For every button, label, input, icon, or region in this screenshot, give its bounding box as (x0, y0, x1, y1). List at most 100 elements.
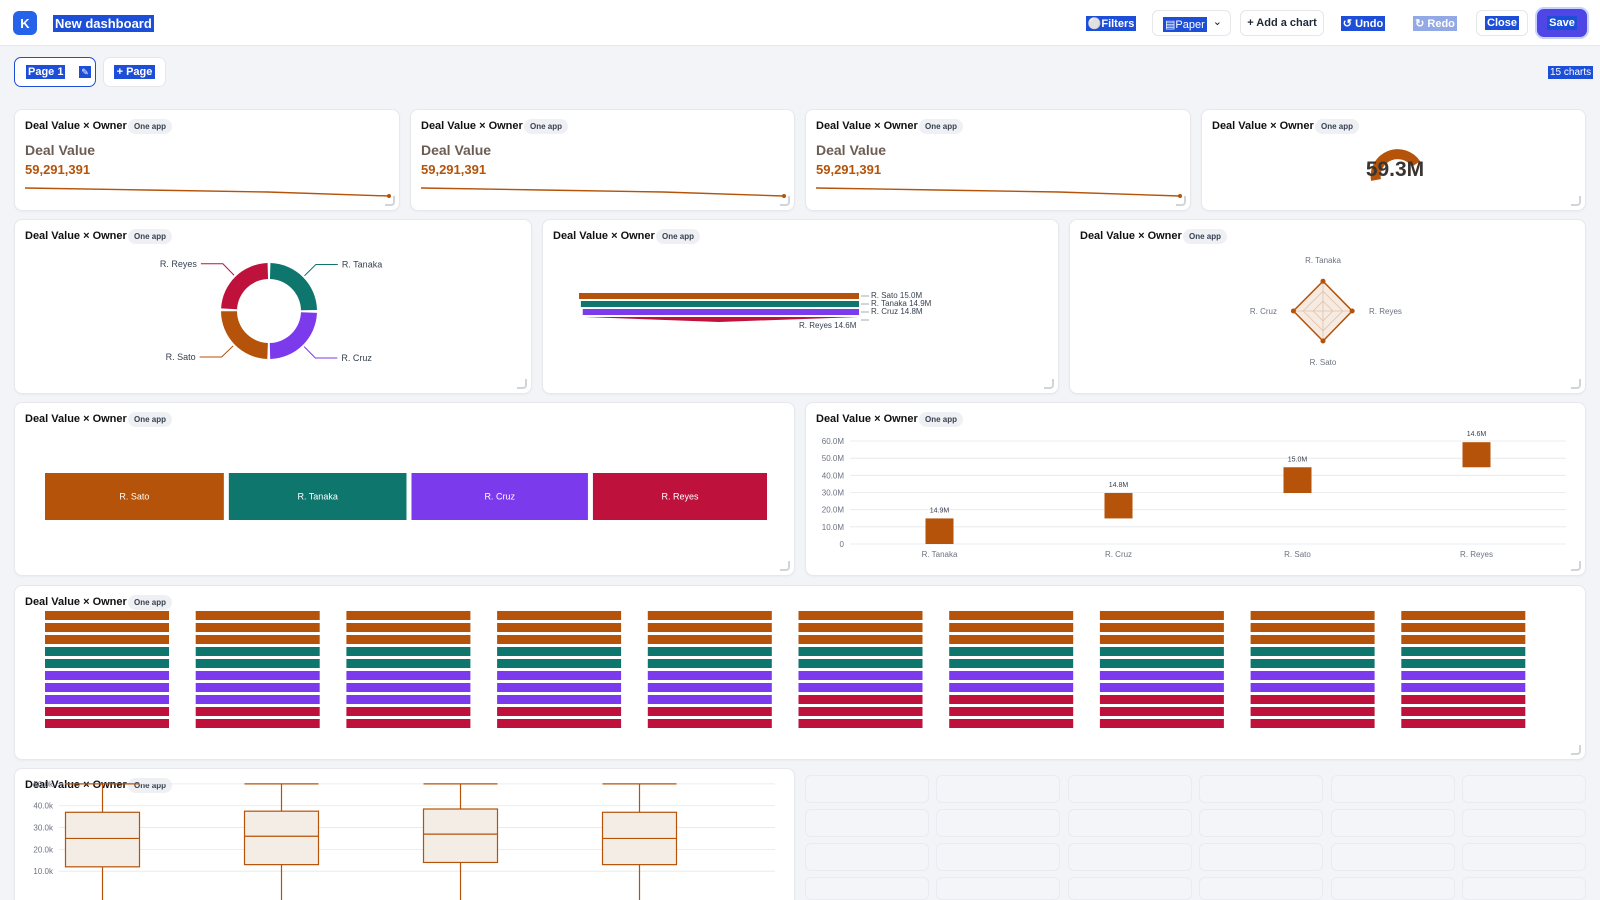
redo-button[interactable]: ↻ Redo (1410, 10, 1460, 36)
stacked-bar-segment (497, 707, 622, 716)
stacked-bar-segment (346, 635, 471, 644)
stacked-bar-segment (949, 623, 1074, 632)
resize-handle[interactable] (1571, 379, 1581, 389)
empty-grid-slot[interactable] (805, 843, 929, 871)
resize-handle[interactable] (517, 379, 527, 389)
close-button[interactable]: Close (1476, 10, 1528, 36)
resize-handle[interactable] (385, 196, 395, 206)
chart-card-radar[interactable]: Deal Value × Owner One app R. Tanaka R. R… (1069, 219, 1586, 394)
chart-title: Deal Value × Owner (816, 413, 918, 425)
stacked-bar-chart (45, 611, 1526, 728)
add-page-button[interactable]: + Page (103, 57, 166, 87)
source-badge: One app (656, 229, 701, 244)
stacked-bar-segment (1099, 683, 1224, 692)
empty-grid-slot[interactable] (1199, 775, 1323, 803)
empty-grid-slot[interactable] (1331, 877, 1455, 900)
stacked-bar-segment (195, 707, 320, 716)
stacked-bar-segment (798, 611, 923, 620)
empty-grid-slot[interactable] (1199, 843, 1323, 871)
chart-card-waterfall[interactable]: Deal Value × Owner One app 0 10.0M 20.0M 30… (805, 402, 1586, 576)
resize-handle[interactable] (1571, 196, 1581, 206)
box-iqr (422, 808, 499, 864)
chart-card-kpi-3[interactable]: Deal Value × Owner One app Deal Value 59… (805, 109, 1191, 211)
stacked-bar-segment (1250, 707, 1375, 716)
empty-grid-slot[interactable] (1462, 877, 1586, 900)
stacked-bar-segment (195, 695, 320, 704)
empty-grid-slot[interactable] (1199, 809, 1323, 837)
stacked-bar-segment (798, 695, 923, 704)
empty-grid-slot[interactable] (1068, 809, 1192, 837)
stacked-bar-segment (1099, 611, 1224, 620)
empty-grid-slot[interactable] (1331, 775, 1455, 803)
empty-grid-slot[interactable] (1068, 877, 1192, 900)
add-chart-button[interactable]: + Add a chart (1240, 10, 1324, 36)
stacked-bar-segment (346, 659, 471, 668)
empty-grid-slot[interactable] (1331, 809, 1455, 837)
add-chart-label: + Add a chart (1247, 17, 1317, 29)
stacked-bar-segment (647, 635, 772, 644)
stacked-bar-segment (1401, 683, 1526, 692)
kpi-label: Deal Value (421, 142, 492, 158)
empty-grid-slot[interactable] (1068, 775, 1192, 803)
chart-card-kpi-1[interactable]: Deal Value × Owner One app Deal Value 59… (14, 109, 400, 211)
save-button[interactable]: Save (1537, 9, 1587, 37)
stacked-bar-segment (1401, 719, 1526, 728)
stacked-bar-segment (949, 683, 1074, 692)
palette-icon: ▤ (1165, 19, 1176, 31)
empty-grid-slot[interactable] (1462, 809, 1586, 837)
resize-handle[interactable] (1571, 745, 1581, 755)
resize-handle[interactable] (1571, 561, 1581, 571)
chart-card-treemap[interactable]: Deal Value × Owner One app R. Sato R. Tan… (14, 402, 795, 576)
stacked-bar-segment (497, 683, 622, 692)
empty-grid-slot[interactable] (1462, 775, 1586, 803)
empty-grid-slot[interactable] (936, 843, 1060, 871)
gauge-chart: 59.3M (1366, 149, 1424, 181)
empty-grid-slot[interactable] (936, 877, 1060, 900)
sparkline-chart (815, 187, 1182, 198)
kpi-value: 59,291,391 (816, 162, 882, 177)
stacked-bar-segment (1250, 611, 1375, 620)
redo-label: Redo (1427, 17, 1455, 30)
stacked-bar-segment (346, 623, 471, 632)
dashboard-title[interactable]: New dashboard (53, 15, 154, 32)
empty-grid-slot[interactable] (1331, 843, 1455, 871)
stacked-bar-segment (346, 611, 471, 620)
tab-page-1[interactable]: Page 1 ✎ (14, 57, 96, 87)
box-y-tick: 10.0k (33, 867, 54, 876)
theme-select[interactable]: ▤Paper ⌄ (1152, 10, 1231, 36)
stacked-bar-segment (45, 683, 169, 692)
chart-card-stacked[interactable]: Deal Value × Owner One app (14, 585, 1586, 760)
empty-grid-slot[interactable] (805, 877, 929, 900)
resize-handle[interactable] (1044, 379, 1054, 389)
filters-button[interactable]: ⚪Filters (1085, 10, 1137, 36)
chart-card-kpi-2[interactable]: Deal Value × Owner One app Deal Value 59… (410, 109, 795, 211)
empty-grid-slot[interactable] (936, 809, 1060, 837)
box-iqr (243, 810, 320, 866)
empty-grid-slot[interactable] (1199, 877, 1323, 900)
undo-button[interactable]: ↺ Undo (1338, 10, 1388, 36)
chart-card-boxplot[interactable]: Deal Value × Owner One app 10.0k 20.0k 30.… (14, 768, 795, 900)
stacked-bar-segment (647, 623, 772, 632)
resize-handle[interactable] (780, 196, 790, 206)
stacked-bar-segment (647, 707, 772, 716)
empty-grid-slot[interactable] (1068, 843, 1192, 871)
resize-handle[interactable] (1176, 196, 1186, 206)
empty-grid-slot[interactable] (936, 775, 1060, 803)
chart-card-funnel[interactable]: Deal Value × Owner One app R. Sato 15.0M… (542, 219, 1059, 394)
pencil-icon[interactable]: ✎ (79, 66, 91, 78)
stacked-bar-segment (949, 719, 1074, 728)
chart-card-gauge[interactable]: Deal Value × Owner One app 59.3M (1201, 109, 1586, 211)
stacked-bar-segment (497, 623, 622, 632)
chart-card-donut[interactable]: Deal Value × Owner One app R. Tanaka R. C… (14, 219, 532, 394)
stacked-bar-segment (798, 659, 923, 668)
empty-grid-slot[interactable] (1462, 843, 1586, 871)
chevron-down-icon: ⌄ (1212, 16, 1222, 28)
radar-label: R. Tanaka (1305, 256, 1341, 265)
stacked-bar-segment (497, 611, 622, 620)
app-logo[interactable]: K (13, 11, 37, 35)
empty-grid-slot[interactable] (805, 809, 929, 837)
stacked-bar-segment (1401, 623, 1526, 632)
funnel-label: R. Sato 15.0M (871, 291, 922, 300)
resize-handle[interactable] (780, 561, 790, 571)
empty-grid-slot[interactable] (805, 775, 929, 803)
